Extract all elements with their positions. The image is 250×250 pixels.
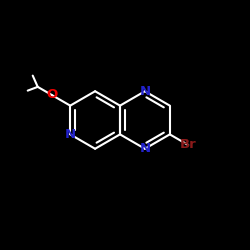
Text: N: N	[139, 85, 150, 98]
Text: Br: Br	[180, 138, 196, 151]
Text: N: N	[139, 142, 150, 155]
Text: O: O	[46, 88, 58, 102]
Text: N: N	[65, 128, 76, 141]
